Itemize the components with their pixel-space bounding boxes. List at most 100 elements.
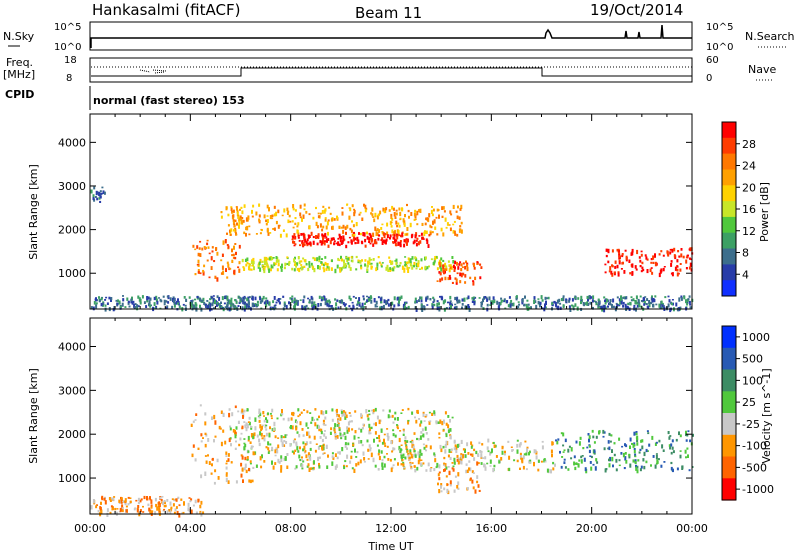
velocity-cell (389, 415, 392, 418)
power-cell (435, 255, 438, 259)
power-cell (380, 301, 383, 304)
velocity-cell (226, 460, 228, 463)
velocity-cell (225, 472, 228, 475)
power-cell (321, 258, 323, 260)
velocity-cell (522, 465, 525, 470)
velocity-cell (211, 463, 213, 467)
power-cell (283, 303, 286, 308)
power-cell (245, 217, 248, 222)
power-cell (676, 265, 679, 268)
velocity-cell (309, 456, 312, 461)
velocity-cell (645, 460, 648, 464)
power-cell (486, 307, 489, 312)
power-cell (245, 263, 248, 267)
power-cell (430, 226, 433, 229)
power-cell (556, 306, 559, 309)
power-cell (331, 225, 334, 230)
power-cell (399, 241, 402, 246)
velocity-cell (529, 461, 531, 464)
power-cell (453, 230, 456, 234)
velocity-cell (420, 459, 423, 461)
velocity-cell (510, 446, 513, 448)
power-cell (322, 267, 325, 270)
power-cell (241, 306, 244, 311)
power-cell (631, 251, 634, 256)
power-cell (510, 299, 513, 303)
velocity-cell (310, 421, 313, 424)
power-cell (210, 266, 213, 270)
velocity-cell (286, 453, 289, 456)
velocity-cell (278, 461, 281, 464)
velocity-cell (378, 419, 381, 425)
power-cell (600, 306, 603, 310)
velocity-cell (501, 450, 504, 455)
power-cell (264, 302, 267, 307)
power-cell (385, 301, 388, 306)
velocity-cell (314, 449, 317, 453)
velocity-cell (580, 455, 583, 459)
power-cell (464, 305, 467, 310)
power-cell (325, 298, 328, 303)
power-cell (279, 298, 282, 300)
power-cell (537, 298, 540, 300)
power-cell (94, 196, 97, 198)
power-cell (544, 303, 546, 308)
power-cell (322, 234, 325, 239)
velocity-cell (282, 417, 285, 421)
velocity-cell (663, 461, 666, 463)
y-tick-label: 3000 (58, 384, 86, 397)
power-cell (271, 217, 274, 220)
velocity-cell (322, 452, 325, 455)
power-cell (660, 300, 663, 304)
velocity-cell (602, 435, 605, 438)
power-cell (232, 303, 235, 308)
power-cell (654, 295, 657, 298)
velocity-cell (311, 416, 314, 422)
time-tick-label: 16:00 (475, 522, 507, 535)
power-cell (678, 297, 681, 302)
power-cell (341, 207, 344, 209)
power-cell (353, 210, 356, 214)
power-cell (400, 295, 403, 299)
power-cell (324, 208, 327, 212)
power-cell (251, 265, 254, 267)
velocity-cell (343, 466, 346, 470)
velocity-cell (625, 460, 628, 464)
velocity-cell (464, 448, 466, 453)
power-cell (441, 265, 443, 267)
power-cell (200, 307, 203, 312)
velocity-cell (480, 453, 483, 458)
power-cell (375, 241, 378, 245)
power-cell (274, 304, 277, 307)
velocity-cell (419, 449, 422, 454)
power-cell (211, 246, 214, 249)
power-cell (206, 239, 209, 242)
velocity-cell (189, 500, 192, 503)
power-cell (412, 241, 415, 245)
power-cell (574, 303, 577, 307)
velocity-cell (610, 434, 613, 437)
power-cell (604, 301, 607, 305)
power-cell (348, 236, 351, 239)
power-cell (405, 261, 408, 264)
velocity-cell (349, 414, 352, 417)
power-cell (349, 267, 352, 271)
velocity-cell (158, 501, 161, 505)
velocity-cell (225, 462, 228, 465)
power-cell (280, 268, 283, 272)
power-cell (376, 232, 379, 236)
power-cell (640, 250, 643, 253)
power-cell (182, 303, 185, 306)
power-cell (620, 295, 623, 298)
velocity-cell (609, 456, 612, 462)
velocity-cell (320, 428, 323, 432)
power-cell (390, 225, 393, 228)
velocity-cell (567, 468, 570, 471)
velocity-cell (299, 446, 301, 450)
power-cell (399, 217, 402, 220)
velocity-cell (188, 497, 191, 499)
velocity-cell (267, 451, 270, 454)
power-cell (368, 241, 371, 243)
velocity-cell (681, 465, 684, 470)
power-cell (466, 266, 469, 272)
